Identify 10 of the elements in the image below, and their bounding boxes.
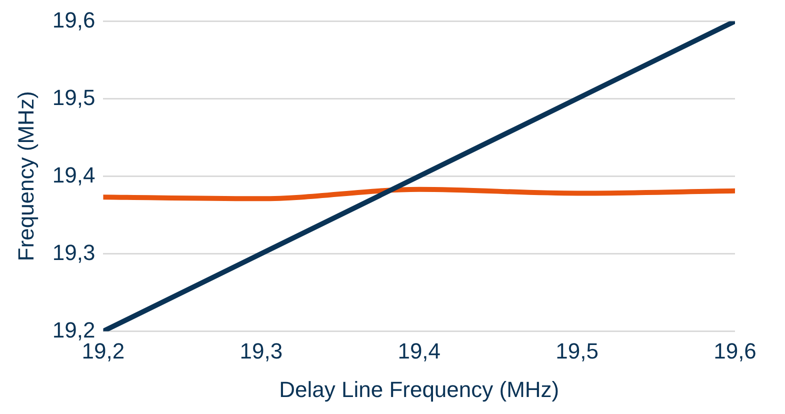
y-axis-title: Frequency (MHz) xyxy=(13,91,38,262)
y-tick-label: 19,3 xyxy=(52,240,96,265)
x-tick-label: 19,5 xyxy=(556,338,598,364)
y-tick-label: 19,5 xyxy=(52,84,96,110)
x-tick-label: 19,3 xyxy=(240,338,283,364)
x-tick-label: 19,6 xyxy=(714,338,756,364)
y-tick-label: 19,4 xyxy=(52,162,96,188)
x-axis-title: Delay Line Frequency (MHz) xyxy=(279,376,560,402)
y-tick-label: 19,6 xyxy=(52,7,96,32)
x-tick-label: 19,4 xyxy=(398,338,441,364)
